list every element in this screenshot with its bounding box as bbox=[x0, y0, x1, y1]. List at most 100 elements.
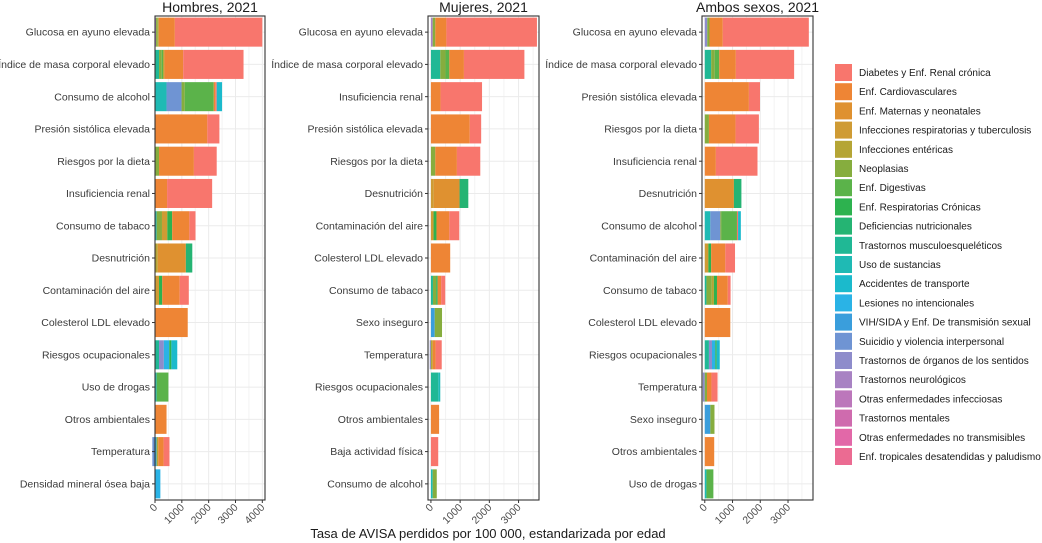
bar-2-10 bbox=[430, 308, 443, 338]
bar-segment bbox=[710, 404, 715, 434]
category-label: Insuficiencia renal bbox=[613, 156, 697, 168]
bar-3-5 bbox=[704, 146, 758, 176]
bar-segment bbox=[163, 437, 170, 467]
legend-swatch bbox=[835, 275, 852, 293]
bar-segment bbox=[711, 372, 718, 402]
bar-segment bbox=[433, 178, 460, 208]
bar-segment bbox=[727, 275, 731, 305]
panel-frame bbox=[701, 15, 814, 501]
bar-segment bbox=[733, 178, 742, 208]
bar-1-7 bbox=[155, 211, 196, 241]
bar-2-3 bbox=[430, 82, 483, 112]
bar-segment bbox=[181, 82, 185, 112]
bar-segment bbox=[704, 437, 715, 467]
bar-segment bbox=[215, 82, 217, 112]
legend-item: Enf. tropicales desatendidas y paludismo bbox=[835, 448, 1041, 465]
bar-segment bbox=[432, 469, 437, 499]
bar-segment bbox=[435, 17, 447, 47]
bar-3-3 bbox=[704, 82, 760, 112]
legend-label: Otras enfermedades infecciosas bbox=[859, 394, 1002, 405]
bar-segment bbox=[430, 437, 439, 467]
chart-panels: Glucosa en ayuno elevada Índice de masa c… bbox=[0, 0, 819, 527]
bar-3-6 bbox=[704, 178, 742, 208]
legend-item: Deficiencias nutricionales bbox=[835, 217, 972, 235]
legend-swatch bbox=[835, 121, 852, 139]
category-label: Consumo de alcohol bbox=[327, 478, 423, 490]
legend-swatch bbox=[835, 352, 852, 369]
bar-segment bbox=[469, 114, 482, 144]
bar-1-12 bbox=[155, 372, 169, 402]
category-label: Desnutrición bbox=[365, 188, 424, 200]
legend-label: Otras enfermedades no transmisibles bbox=[859, 433, 1025, 444]
bar-3-13 bbox=[704, 404, 715, 434]
bar-segment bbox=[719, 49, 736, 79]
category-label: Contaminación del aire bbox=[590, 253, 698, 265]
bar-segment bbox=[430, 372, 439, 402]
bar-3-10 bbox=[704, 308, 731, 338]
panel-title: Mujeres, 2021 bbox=[439, 0, 528, 15]
bar-2-9 bbox=[430, 275, 446, 305]
bar-segment bbox=[721, 211, 737, 241]
legend-item: Infecciones entéricas bbox=[835, 140, 953, 158]
bar-segment bbox=[184, 82, 214, 112]
bar-segment bbox=[706, 275, 712, 305]
bar-segment bbox=[736, 211, 739, 241]
legend-label: VIH/SIDA y Enf. De transmisión sexual bbox=[859, 318, 1031, 329]
category-label: Glucosa en ayuno elevada bbox=[573, 27, 697, 39]
bar-segment bbox=[449, 49, 464, 79]
bar-segment bbox=[155, 308, 188, 338]
bar-segment bbox=[704, 469, 707, 499]
bar-2-8 bbox=[430, 243, 451, 273]
bar-segment bbox=[430, 243, 451, 273]
bar-segment bbox=[440, 49, 446, 79]
bar-segment bbox=[716, 340, 720, 370]
bar-segment bbox=[155, 178, 168, 208]
legend-swatch bbox=[835, 217, 852, 235]
legend-swatch bbox=[835, 390, 852, 408]
bar-segment bbox=[708, 340, 712, 370]
legend-swatch bbox=[835, 64, 852, 81]
bar-segment bbox=[163, 49, 165, 79]
legend-swatch bbox=[835, 102, 852, 120]
bar-segment bbox=[171, 340, 178, 370]
bar-segment bbox=[183, 49, 244, 79]
bar-segment bbox=[172, 211, 190, 241]
bar-segment bbox=[185, 243, 193, 273]
bar-segment bbox=[438, 372, 441, 402]
bar-segment bbox=[189, 211, 196, 241]
bar-segment bbox=[430, 469, 433, 499]
bar-segment bbox=[707, 17, 710, 47]
bar-segment bbox=[704, 340, 709, 370]
bar-segment bbox=[748, 82, 760, 112]
legend-label: Enf. tropicales desatendidas y paludismo bbox=[859, 452, 1041, 463]
bar-segment bbox=[720, 211, 722, 241]
bar-segment bbox=[158, 437, 164, 467]
legend-item: Enf. Digestivas bbox=[835, 179, 926, 197]
legend-label: Deficiencias nutricionales bbox=[859, 222, 972, 233]
legend-label: Suicidio y violencia interpersonal bbox=[859, 337, 1004, 348]
bar-1-10 bbox=[155, 308, 188, 338]
bar-segment bbox=[166, 82, 182, 112]
x-tick-label: 3000 bbox=[216, 502, 241, 527]
legend-label: Neoplasias bbox=[859, 164, 908, 175]
panel-title: Hombres, 2021 bbox=[162, 0, 258, 15]
bar-segment bbox=[158, 17, 175, 47]
x-tick-label: 1000 bbox=[440, 502, 465, 527]
category-label: Otros ambientales bbox=[612, 446, 697, 458]
category-label: Temperatura bbox=[638, 382, 697, 394]
bar-segment bbox=[706, 372, 712, 402]
bar-segment bbox=[706, 469, 714, 499]
x-tick-label: 0 bbox=[148, 502, 161, 515]
legend-item: Enf. Cardiovasculares bbox=[835, 83, 957, 101]
bar-segment bbox=[157, 17, 159, 47]
legend-swatch bbox=[835, 198, 852, 216]
legend-label: Enf. Digestivas bbox=[859, 183, 926, 194]
category-label: Colesterol LDL elevado bbox=[314, 253, 423, 265]
bar-segment bbox=[432, 340, 436, 370]
legend-item: Enf. Maternas y neonatales bbox=[835, 102, 981, 120]
bar-segment bbox=[434, 308, 443, 338]
bar-segment bbox=[715, 340, 717, 370]
category-label: Riesgos por la dieta bbox=[604, 124, 697, 136]
bar-segment bbox=[432, 17, 436, 47]
category-label: Baja actividad física bbox=[330, 446, 423, 458]
